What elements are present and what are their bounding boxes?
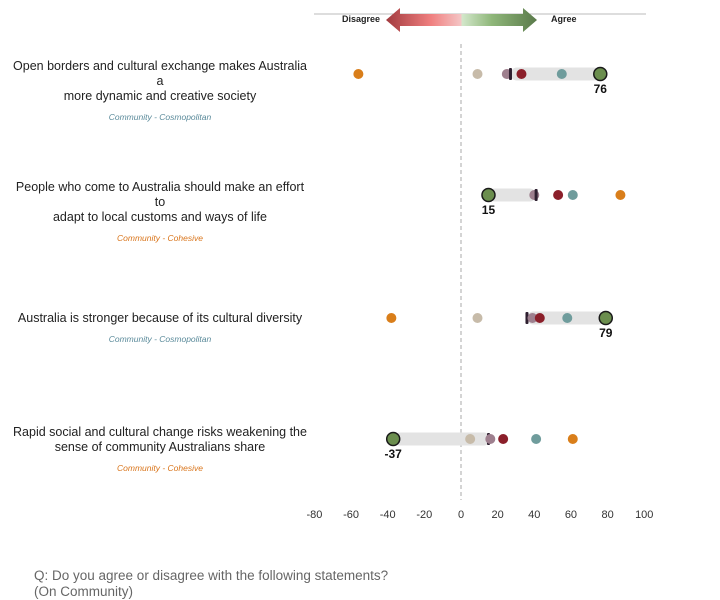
statement-line: Open borders and cultural exchange makes… bbox=[13, 59, 307, 88]
statement-category-tag: Community - Cosmopolitan bbox=[108, 112, 212, 122]
segment-point-orange bbox=[567, 434, 578, 444]
chart-row-4: -37 bbox=[385, 431, 578, 461]
x-tick-label: -40 bbox=[380, 509, 396, 521]
segment-marker-tick bbox=[508, 68, 512, 80]
statement-text: Open borders and cultural exchange makes… bbox=[10, 59, 310, 104]
segment-point-beige bbox=[472, 69, 483, 79]
question-footnote: Q: Do you agree or disagree with the fol… bbox=[34, 568, 388, 600]
legend-disagree-label: Disagree bbox=[342, 14, 380, 24]
chart-row-2: 15 bbox=[481, 187, 626, 217]
question-line-1: Q: Do you agree or disagree with the fol… bbox=[34, 568, 389, 583]
segment-point-beige bbox=[472, 313, 483, 323]
x-tick-label: 0 bbox=[458, 509, 464, 521]
statement-1: Open borders and cultural exchange makes… bbox=[10, 59, 310, 122]
segment-point-darkred bbox=[534, 313, 545, 323]
statement-line: Rapid social and cultural change risks w… bbox=[13, 425, 307, 439]
segment-point-teal bbox=[562, 313, 573, 323]
total-point bbox=[598, 310, 614, 326]
segment-point-darkred bbox=[498, 434, 509, 444]
segment-point-mauve bbox=[527, 313, 538, 323]
statement-category-tag: Community - Cohesive bbox=[117, 233, 203, 243]
x-tick-label: 60 bbox=[565, 509, 577, 521]
chart-row-1: 76 bbox=[353, 66, 608, 96]
total-point bbox=[385, 431, 401, 447]
statement-text: Rapid social and cultural change risks w… bbox=[10, 425, 310, 455]
x-tick-label: 80 bbox=[601, 509, 613, 521]
statement-line: adapt to local customs and ways of life bbox=[52, 210, 267, 224]
statement-category-tag: Community - Cohesive bbox=[117, 463, 203, 473]
segment-marker-tick bbox=[534, 189, 538, 201]
statement-line: Australia is stronger because of its cul… bbox=[17, 311, 303, 325]
segment-point-teal bbox=[531, 434, 542, 444]
statement-line: more dynamic and creative society bbox=[63, 89, 257, 103]
total-point bbox=[481, 187, 496, 203]
statement-text: People who come to Australia should make… bbox=[10, 180, 310, 225]
total-point bbox=[593, 66, 608, 82]
statement-4: Rapid social and cultural change risks w… bbox=[10, 425, 310, 473]
x-tick-label: 100 bbox=[635, 509, 653, 521]
segment-point-darkred bbox=[516, 69, 527, 79]
segment-point-orange bbox=[353, 69, 364, 79]
total-value-label: 15 bbox=[482, 203, 496, 217]
statement-category-tag: Community - Cosmopolitan bbox=[108, 334, 212, 344]
segment-point-teal bbox=[556, 69, 567, 79]
segment-point-orange bbox=[386, 313, 397, 323]
range-bar bbox=[393, 432, 491, 446]
range-bar bbox=[488, 188, 537, 202]
question-line-2: (On Community) bbox=[34, 584, 134, 599]
x-tick-label: 20 bbox=[492, 509, 504, 521]
x-tick-label: -20 bbox=[416, 509, 432, 521]
segment-marker-tick bbox=[525, 312, 529, 324]
x-tick-label: -80 bbox=[306, 509, 322, 521]
segment-point-mauve bbox=[485, 434, 496, 444]
statement-3: Australia is stronger because of its cul… bbox=[10, 311, 310, 344]
total-value-label: 76 bbox=[594, 82, 608, 96]
legend-agree-label: Agree bbox=[551, 14, 577, 24]
statement-line: People who come to Australia should make… bbox=[15, 180, 305, 209]
chart-rows: 76 15 79 -37 bbox=[353, 66, 626, 461]
x-tick-label: 40 bbox=[528, 509, 540, 521]
agree-disagree-legend: Disagree Agree bbox=[314, 8, 646, 32]
legend-double-arrow bbox=[386, 8, 537, 32]
segment-point-teal bbox=[567, 190, 578, 200]
statement-text: Australia is stronger because of its cul… bbox=[10, 311, 310, 326]
total-value-label: 79 bbox=[599, 326, 613, 340]
total-value-label: -37 bbox=[385, 447, 403, 461]
x-tick-label: -60 bbox=[343, 509, 359, 521]
statement-line: sense of community Australians share bbox=[54, 440, 266, 454]
segment-point-darkred bbox=[553, 190, 564, 200]
segment-point-beige bbox=[465, 434, 476, 444]
segment-point-mauve bbox=[529, 190, 540, 200]
chart-row-3: 79 bbox=[386, 310, 614, 340]
segment-point-orange bbox=[615, 190, 626, 200]
statement-2: People who come to Australia should make… bbox=[10, 180, 310, 243]
range-bar bbox=[510, 67, 601, 81]
x-axis-ticks: -80 -60 -40 -20 0 20 40 60 80 100 bbox=[306, 509, 653, 521]
